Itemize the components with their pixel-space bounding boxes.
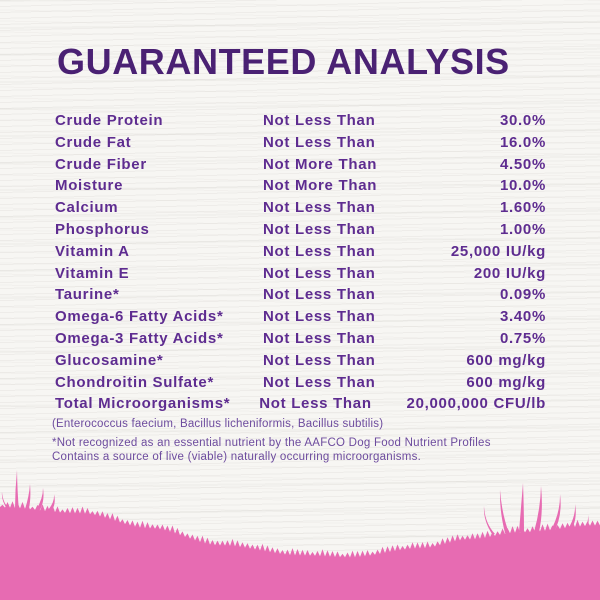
analysis-table: Crude Protein Not Less Than 30.0% Crude Fat… bbox=[55, 110, 546, 415]
grass-shape bbox=[0, 501, 600, 600]
nutrient-value: 3.40% bbox=[499, 308, 546, 326]
grass-shape bbox=[549, 494, 561, 534]
condition-text: Not Less Than bbox=[263, 242, 376, 260]
condition-text: Not Less Than bbox=[263, 199, 376, 217]
condition-text: Not Less Than bbox=[263, 133, 376, 151]
nutrient-value: 600 mg/kg bbox=[466, 351, 546, 369]
condition-text: Not Less Than bbox=[263, 112, 376, 129]
footnote-line-1: *Not recognized as an essential nutrient… bbox=[52, 437, 491, 449]
grass-shape bbox=[42, 494, 55, 516]
page-title: GUARANTEED ANALYSIS bbox=[57, 41, 510, 82]
nutrient-name: Chondroitin Sulfate* bbox=[55, 373, 214, 391]
grass-shape bbox=[33, 488, 44, 514]
table-row: Total Microorganisms* Not Less Than 20,000… bbox=[55, 393, 546, 415]
grass-shape bbox=[578, 515, 589, 538]
table-row: Crude Fiber Not More Than 4.50% bbox=[55, 154, 546, 176]
condition-text: Not Less Than bbox=[263, 329, 376, 347]
nutrient-value: 25,000 IU/kg bbox=[450, 242, 546, 260]
nutrient-name: Vitamin E bbox=[55, 264, 130, 282]
nutrient-name: Moisture bbox=[55, 177, 124, 195]
table-row: Taurine* Not Less Than 0.09% bbox=[55, 284, 546, 306]
table-row: Chondroitin Sulfate* Not Less Than 600 mg/… bbox=[55, 372, 546, 394]
nutrient-value: 200 IU/kg bbox=[473, 264, 546, 282]
nutrient-name: Crude Fat bbox=[55, 133, 132, 151]
nutrient-name: Phosphorus bbox=[55, 220, 150, 238]
condition-text: Not Less Than bbox=[263, 264, 376, 282]
nutrient-name: Total Microorganisms* bbox=[55, 395, 231, 413]
footnote-block: *Not recognized as an essential nutrient… bbox=[52, 437, 491, 464]
nutrient-name: Crude Fiber bbox=[55, 155, 147, 173]
nutrient-name: Glucosamine* bbox=[55, 351, 164, 369]
grass-shape bbox=[534, 486, 542, 532]
nutrient-name: Crude Protein bbox=[55, 112, 164, 129]
grass-shape bbox=[499, 490, 509, 533]
footnote-line-2: Contains a source of live (viable) natur… bbox=[52, 450, 422, 463]
nutrient-name: Omega-3 Fatty Acids* bbox=[55, 329, 224, 347]
condition-text: Not Less Than bbox=[263, 220, 376, 238]
condition-text: Not Less Than bbox=[263, 308, 376, 326]
table-row: Crude Protein Not Less Than 30.0% bbox=[55, 110, 546, 132]
nutrient-value: 1.00% bbox=[499, 220, 546, 238]
table-row: Omega-3 Fatty Acids* Not Less Than 0.75% bbox=[55, 328, 546, 350]
grass-shape bbox=[519, 483, 524, 532]
table-row: Vitamin A Not Less Than 25,000 IU/kg bbox=[55, 241, 546, 263]
table-row: Moisture Not More Than 10.0% bbox=[55, 175, 546, 197]
condition-text: Not Less Than bbox=[263, 351, 376, 369]
nutrient-value: 30.0% bbox=[499, 112, 546, 129]
grass-shape bbox=[563, 504, 576, 536]
nutrient-value: 0.09% bbox=[499, 286, 546, 304]
condition-text: Not Less Than bbox=[263, 373, 376, 391]
table-row: Crude Fat Not Less Than 16.0% bbox=[55, 132, 546, 154]
grass-shape bbox=[15, 470, 19, 511]
microorganism-species-note: (Enterococcus faecium, Bacillus lichenif… bbox=[52, 418, 384, 430]
grass-shape bbox=[24, 484, 31, 512]
nutrient-value: 20,000,000 CFU/lb bbox=[406, 395, 546, 413]
table-row: Vitamin E Not Less Than 200 IU/kg bbox=[55, 263, 546, 285]
table-row: Calcium Not Less Than 1.60% bbox=[55, 197, 546, 219]
nutrient-name: Omega-6 Fatty Acids* bbox=[55, 308, 224, 326]
condition-text: Not More Than bbox=[263, 177, 378, 195]
nutrient-value: 600 mg/kg bbox=[466, 373, 546, 391]
nutrient-value: 10.0% bbox=[499, 177, 546, 195]
nutrient-value: 4.50% bbox=[499, 155, 546, 173]
grass-silhouette bbox=[0, 470, 600, 600]
table-row: Omega-6 Fatty Acids* Not Less Than 3.40% bbox=[55, 306, 546, 328]
condition-text: Not Less Than bbox=[259, 395, 372, 413]
nutrient-name: Vitamin A bbox=[55, 242, 130, 260]
condition-text: Not More Than bbox=[263, 155, 378, 173]
grass-shape bbox=[483, 506, 495, 534]
condition-text: Not Less Than bbox=[263, 286, 376, 304]
nutrient-value: 0.75% bbox=[499, 329, 546, 347]
nutrient-value: 1.60% bbox=[499, 199, 546, 217]
nutrient-name: Taurine* bbox=[55, 286, 120, 304]
nutrient-name: Calcium bbox=[55, 199, 119, 217]
table-row: Phosphorus Not Less Than 1.00% bbox=[55, 219, 546, 241]
grass-shape bbox=[1, 492, 11, 510]
table-row: Glucosamine* Not Less Than 600 mg/kg bbox=[55, 350, 546, 372]
nutrient-value: 16.0% bbox=[499, 133, 546, 151]
